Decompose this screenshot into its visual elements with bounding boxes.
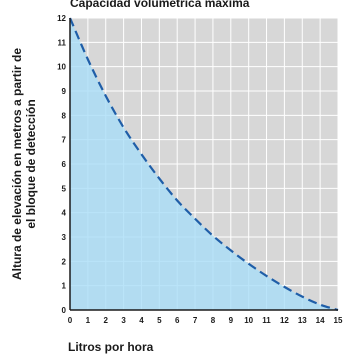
y-tick-label-12: 12 <box>57 14 66 23</box>
x-tick-label-8: 8 <box>211 316 216 325</box>
chart-title: Capacidad volumétrica máxima <box>70 0 250 10</box>
y-tick-label-2: 2 <box>62 257 67 266</box>
y-tick-label-0: 0 <box>62 306 67 315</box>
x-tick-label-3: 3 <box>121 316 126 325</box>
x-tick-label-13: 13 <box>298 316 307 325</box>
series-curve <box>68 17 339 312</box>
x-tick-label-6: 6 <box>175 316 180 325</box>
grid <box>69 17 339 311</box>
x-tick-label-14: 14 <box>316 316 325 325</box>
x-tick-label-12: 12 <box>280 316 289 325</box>
y-tick-label-9: 9 <box>62 87 67 96</box>
x-tick-label-1: 1 <box>86 316 91 325</box>
x-tick-label-0: 0 <box>68 316 73 325</box>
y-tick-label-1: 1 <box>62 282 67 291</box>
x-tick-label-15: 15 <box>334 316 343 325</box>
x-tick-label-10: 10 <box>244 316 253 325</box>
x-tick-label-5: 5 <box>157 316 162 325</box>
area-fill <box>70 18 338 310</box>
y-tick-label-3: 3 <box>62 233 67 242</box>
x-tick-labels: 0 1 2 3 4 5 6 7 8 9 10 11 12 13 14 15 <box>68 316 343 325</box>
x-tick-label-2: 2 <box>104 316 109 325</box>
y-tick-label-11: 11 <box>58 38 67 47</box>
x-axis-title: Litros por hora <box>68 340 154 354</box>
x-tick-label-11: 11 <box>262 316 271 325</box>
y-tick-label-4: 4 <box>62 209 67 218</box>
x-tick-label-4: 4 <box>139 316 144 325</box>
y-tick-label-8: 8 <box>62 111 67 120</box>
y-tick-label-5: 5 <box>62 184 67 193</box>
x-tick-label-9: 9 <box>229 316 234 325</box>
y-tick-label-6: 6 <box>62 160 67 169</box>
y-tick-label-10: 10 <box>57 63 66 72</box>
y-axis-title-line-2: el bloque de detección <box>24 99 38 228</box>
y-tick-label-7: 7 <box>62 136 67 145</box>
x-tick-label-7: 7 <box>193 316 198 325</box>
y-axis-title-line-1: Altura de elevación en metros a partir d… <box>10 48 24 280</box>
